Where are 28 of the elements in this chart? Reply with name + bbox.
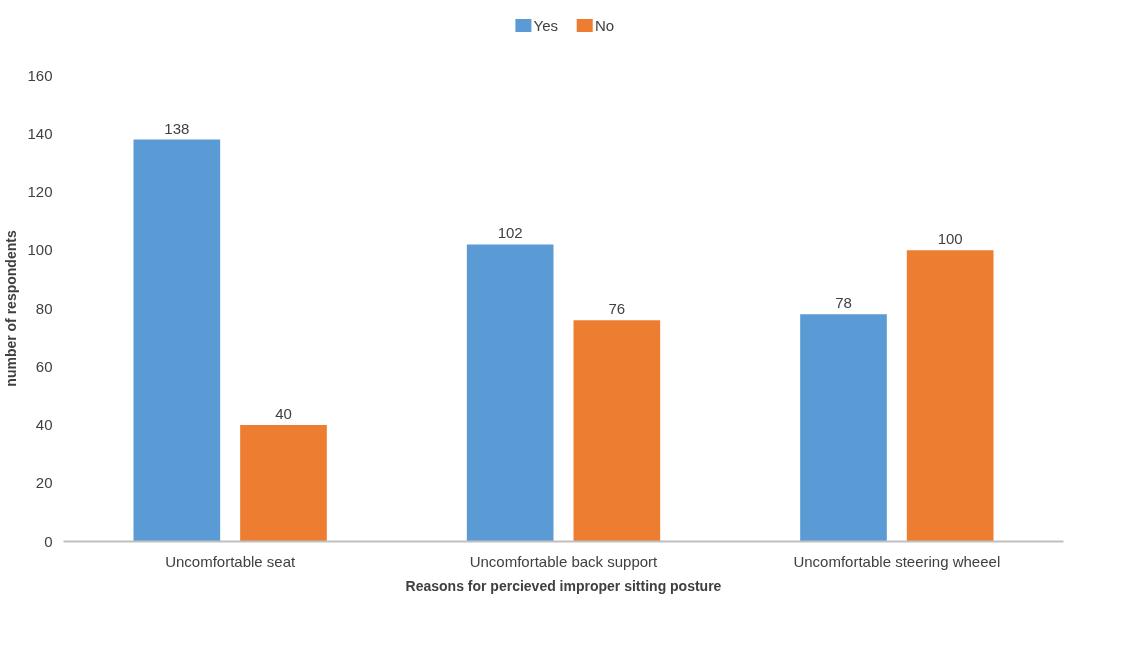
y-tick-label: 0 bbox=[44, 532, 53, 550]
data-label: 100 bbox=[937, 230, 963, 248]
x-axis-title: Reasons for percieved improper sitting posture bbox=[405, 577, 722, 594]
x-tick-label: Uncomfortable back support bbox=[469, 552, 659, 570]
y-tick-label: 20 bbox=[35, 474, 53, 492]
legend-label: Yes bbox=[533, 17, 559, 34]
y-tick-label: 60 bbox=[35, 357, 53, 375]
bar bbox=[133, 139, 221, 542]
y-tick-label: 140 bbox=[27, 124, 53, 142]
bar bbox=[573, 320, 661, 542]
x-tick-label: Uncomfortable steering wheeel bbox=[793, 552, 1001, 570]
y-tick-label: 80 bbox=[35, 299, 53, 317]
data-label: 138 bbox=[164, 119, 190, 137]
bar bbox=[466, 244, 554, 542]
data-label: 78 bbox=[835, 294, 852, 312]
y-tick-label: 100 bbox=[27, 241, 53, 259]
data-label: 102 bbox=[497, 224, 523, 242]
y-tick-label: 120 bbox=[27, 183, 53, 200]
y-tick-label: 40 bbox=[35, 416, 53, 433]
data-label: 40 bbox=[275, 405, 292, 422]
x-tick-label: Uncomfortable seat bbox=[165, 552, 297, 570]
bar bbox=[906, 250, 994, 542]
legend-label: No bbox=[594, 17, 615, 34]
bar bbox=[800, 314, 887, 542]
y-tick-label: 160 bbox=[27, 66, 53, 84]
data-label: 76 bbox=[608, 300, 626, 318]
bar bbox=[240, 425, 327, 542]
y-axis-title: number of respondents bbox=[3, 230, 20, 387]
